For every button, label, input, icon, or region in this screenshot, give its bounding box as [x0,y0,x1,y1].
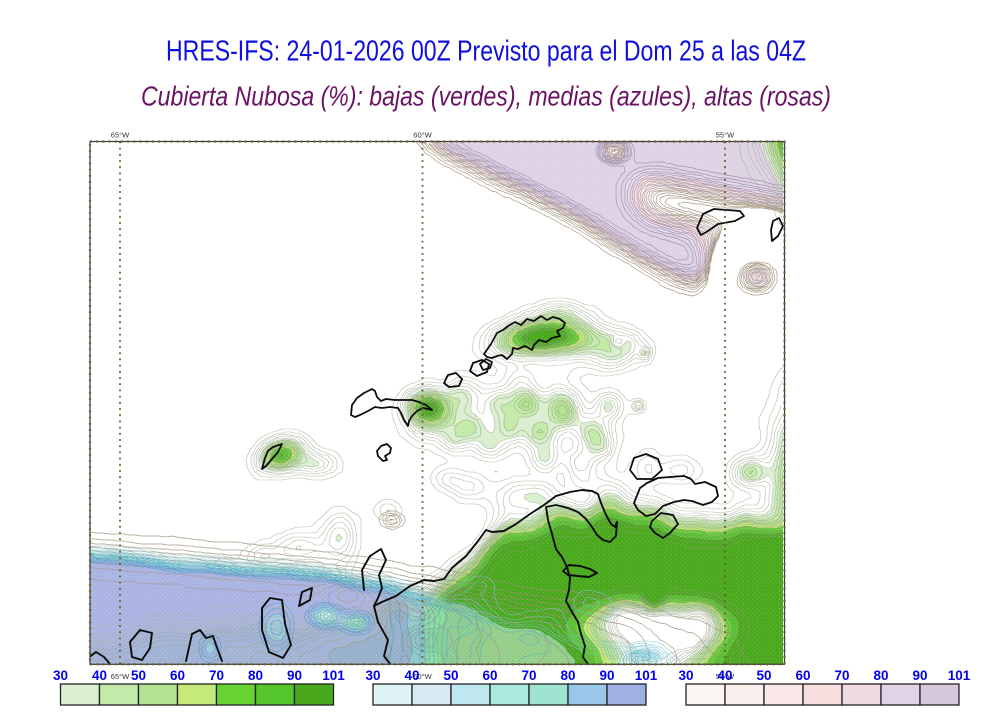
svg-text:60°W: 60°W [413,131,432,140]
svg-text:70: 70 [521,668,536,683]
svg-text:101: 101 [322,668,345,683]
svg-text:80: 80 [248,668,263,683]
svg-text:101: 101 [635,668,658,683]
svg-text:60°W: 60°W [413,672,432,681]
svg-text:60: 60 [170,668,185,683]
svg-text:55°W: 55°W [716,131,735,140]
svg-text:90: 90 [599,668,614,683]
svg-text:65°W: 65°W [111,131,130,140]
svg-text:65°W: 65°W [111,672,130,681]
svg-text:90: 90 [287,668,302,683]
svg-text:80: 80 [560,668,575,683]
svg-text:40: 40 [717,668,732,683]
svg-text:60: 60 [482,668,497,683]
svg-text:101: 101 [948,668,971,683]
svg-text:70: 70 [209,668,224,683]
svg-text:55°W: 55°W [716,672,735,681]
svg-text:30: 30 [53,668,68,683]
svg-text:60: 60 [795,668,810,683]
svg-text:50: 50 [443,668,458,683]
svg-text:80: 80 [873,668,888,683]
svg-text:30: 30 [678,668,693,683]
svg-text:40: 40 [404,668,419,683]
svg-text:70: 70 [834,668,849,683]
svg-text:Cubierta Nubosa (%): bajas (ve: Cubierta Nubosa (%): bajas (verdes), med… [141,80,831,111]
svg-text:50: 50 [131,668,146,683]
svg-text:HRES-IFS: 24-01-2026 00Z Previ: HRES-IFS: 24-01-2026 00Z Previsto para e… [166,36,806,68]
svg-text:40: 40 [92,668,107,683]
svg-text:30: 30 [365,668,380,683]
svg-text:90: 90 [912,668,927,683]
svg-text:50: 50 [756,668,771,683]
